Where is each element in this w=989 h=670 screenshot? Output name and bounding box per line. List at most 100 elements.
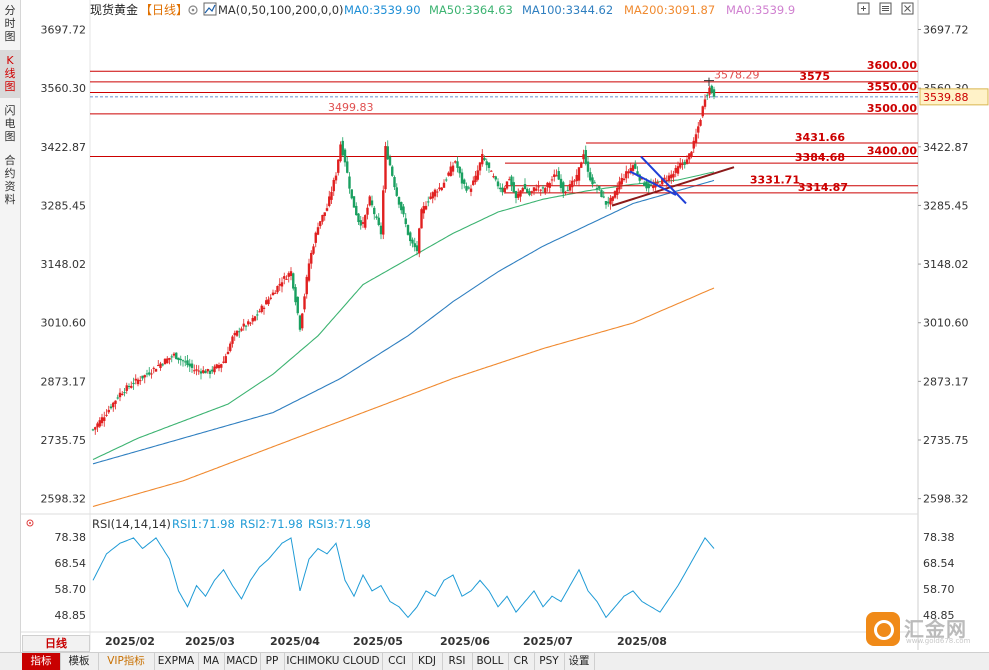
candle-body xyxy=(260,305,263,312)
channel-line-lower xyxy=(629,170,677,196)
candle-body xyxy=(577,167,581,181)
indicator-tab-11[interactable]: BOLL xyxy=(472,653,509,670)
indicator-tab-8[interactable]: CCI xyxy=(382,653,413,670)
candle-body xyxy=(283,276,286,279)
candle-body xyxy=(602,196,605,198)
trend-drawings xyxy=(611,77,735,207)
candle-body xyxy=(537,186,540,188)
candle-body xyxy=(476,170,479,180)
indicator-tab-0[interactable]: 指标 xyxy=(22,653,61,670)
candle-body xyxy=(278,283,281,286)
candle-body xyxy=(710,85,713,93)
candle-body xyxy=(568,184,572,191)
candle-body xyxy=(139,380,142,382)
candle-body xyxy=(357,213,360,223)
candle-body xyxy=(244,325,248,327)
indicator-tab-9[interactable]: KDJ xyxy=(412,653,443,670)
y-tick-left: 3285.45 xyxy=(41,199,87,212)
indicator-tab-12[interactable]: CR xyxy=(508,653,535,670)
candle-body xyxy=(593,182,596,184)
side-tab-2[interactable]: 闪 电 图 xyxy=(4,104,16,143)
candle-body xyxy=(143,375,146,378)
indicator-tab-2[interactable]: VIP指标 xyxy=(98,653,155,670)
y-tick-left: 3560.30 xyxy=(41,82,87,95)
candle-body xyxy=(571,180,574,188)
candle-body xyxy=(127,386,131,388)
indicator-tab-4[interactable]: MA xyxy=(198,653,225,670)
ma-values: MA0:3539.90 MA50:3364.63 MA100:3344.62 MA20… xyxy=(344,3,795,17)
indicator-tab-13[interactable]: PSY xyxy=(534,653,565,670)
candle-body xyxy=(449,166,452,177)
candle-body xyxy=(177,357,180,361)
candle-body xyxy=(530,191,533,193)
candle-body xyxy=(96,423,99,428)
ma-params[interactable]: MA(0,50,100,200,0,0) xyxy=(218,3,344,17)
x-tick: 2025/02 xyxy=(105,635,155,648)
indicator-tab-5[interactable]: MACD xyxy=(224,653,261,670)
candle-body xyxy=(136,379,140,385)
candle-body xyxy=(402,206,405,215)
candle-body xyxy=(566,190,569,192)
indicator-tab-6[interactable]: PP xyxy=(260,653,285,670)
y-tick-right: 3285.45 xyxy=(923,199,969,212)
candle-body xyxy=(265,300,268,305)
candle-body xyxy=(661,178,664,185)
candle-body xyxy=(616,187,619,195)
y-tick-left: 3010.60 xyxy=(41,317,87,330)
indicator-tab-14[interactable]: 设置 xyxy=(564,653,595,670)
side-tab-0[interactable]: 分 时 图 xyxy=(4,4,16,43)
rsi-values: RSI1:71.98 RSI2:71.98 RSI3:71.98 xyxy=(172,517,371,531)
rsi-tick-right: 48.85 xyxy=(923,609,955,622)
candle-body xyxy=(215,364,218,369)
indicator-tab-3[interactable]: EXPMA xyxy=(154,653,199,670)
side-tab-3[interactable]: 合 约 资 料 xyxy=(4,154,16,206)
candle-body xyxy=(348,176,351,189)
candle-body xyxy=(330,191,333,200)
candle-body xyxy=(463,179,466,184)
candle-body xyxy=(670,174,673,179)
rsi-params[interactable]: RSI(14,14,14) xyxy=(92,517,171,531)
indicator-edit-icon[interactable] xyxy=(203,2,217,16)
candle-body xyxy=(195,369,198,371)
indicator-tab-1[interactable]: 模板 xyxy=(60,653,99,670)
expand-icon[interactable] xyxy=(857,2,870,15)
high-price-label: 3578.29 xyxy=(714,69,760,82)
y-tick-right: 2735.75 xyxy=(923,434,969,447)
candle-body xyxy=(350,189,353,199)
ma50-line xyxy=(92,171,715,461)
ma-value-4: MA0:3539.9 xyxy=(726,3,795,17)
candle-body xyxy=(193,370,196,372)
candle-body xyxy=(229,343,232,351)
candle-body xyxy=(582,154,585,160)
chart-options-icon[interactable] xyxy=(879,2,892,15)
candle-body xyxy=(332,179,335,192)
candle-body xyxy=(287,273,290,277)
candle-body xyxy=(483,158,486,161)
candle-body xyxy=(125,385,128,391)
indicator-tab-10[interactable]: RSI xyxy=(442,653,473,670)
rsi-settings-icon[interactable] xyxy=(26,519,34,527)
period-button[interactable]: 日线 xyxy=(22,635,90,652)
settings-gear-icon[interactable] xyxy=(188,5,198,15)
candle-body xyxy=(454,161,457,163)
candle-body xyxy=(429,196,432,200)
candle-body xyxy=(676,166,680,174)
candle-body xyxy=(370,200,374,206)
indicator-tab-7[interactable]: ICHIMOKU CLOUD xyxy=(284,653,383,670)
period-label[interactable]: 【日线】 xyxy=(140,3,188,17)
candle-body xyxy=(436,191,439,193)
candle-body xyxy=(422,206,425,214)
candle-body xyxy=(508,179,511,181)
site-logo: 汇金网 www.gold678.com xyxy=(866,612,982,646)
candle-body xyxy=(712,89,716,97)
close-icon[interactable] xyxy=(901,2,914,15)
candle-body xyxy=(121,393,124,396)
side-tab-1[interactable]: K 线 图 xyxy=(0,50,20,98)
candle-body xyxy=(438,187,441,190)
y-tick-left: 3148.02 xyxy=(41,258,87,271)
candle-body xyxy=(98,420,101,427)
candle-body xyxy=(368,196,371,206)
candle-body xyxy=(145,373,149,375)
candle-body xyxy=(553,174,556,177)
